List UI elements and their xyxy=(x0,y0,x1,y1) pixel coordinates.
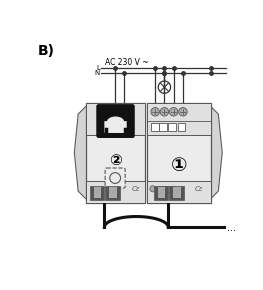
Polygon shape xyxy=(211,106,222,199)
Text: Cε: Cε xyxy=(195,186,203,192)
Bar xyxy=(168,123,176,131)
Bar xyxy=(94,187,101,198)
Bar xyxy=(169,186,184,200)
FancyBboxPatch shape xyxy=(96,104,135,138)
Circle shape xyxy=(160,108,169,116)
Bar xyxy=(159,123,167,131)
Bar xyxy=(154,186,168,200)
Text: Cε: Cε xyxy=(132,186,140,192)
Bar xyxy=(86,103,145,203)
Circle shape xyxy=(150,186,156,192)
FancyBboxPatch shape xyxy=(104,115,127,133)
FancyBboxPatch shape xyxy=(105,168,125,188)
Polygon shape xyxy=(74,106,86,199)
Text: ②: ② xyxy=(109,153,122,168)
Bar xyxy=(173,187,181,198)
Bar xyxy=(158,186,175,192)
Bar xyxy=(148,181,211,203)
Bar xyxy=(109,187,117,198)
Bar xyxy=(105,186,120,200)
Bar xyxy=(148,103,211,203)
Text: ①: ① xyxy=(171,156,187,175)
Text: L: L xyxy=(96,65,100,71)
Bar xyxy=(158,187,165,198)
Circle shape xyxy=(151,108,159,116)
Circle shape xyxy=(169,108,178,116)
Bar xyxy=(151,123,159,131)
Text: AC 230 V ~: AC 230 V ~ xyxy=(105,58,149,67)
Bar xyxy=(178,123,185,131)
Circle shape xyxy=(179,108,187,116)
Text: ...: ... xyxy=(227,223,236,233)
Bar xyxy=(90,186,104,200)
Bar xyxy=(148,103,211,135)
Bar xyxy=(86,181,145,203)
Bar xyxy=(86,103,145,135)
Text: B): B) xyxy=(37,44,54,58)
Text: N: N xyxy=(94,70,100,76)
